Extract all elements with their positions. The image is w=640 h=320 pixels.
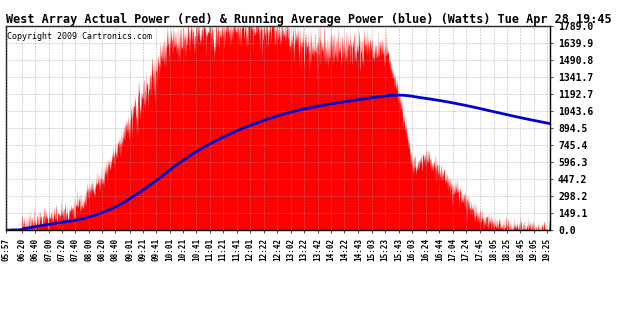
- Text: West Array Actual Power (red) & Running Average Power (blue) (Watts) Tue Apr 28 : West Array Actual Power (red) & Running …: [6, 12, 612, 26]
- Text: Copyright 2009 Cartronics.com: Copyright 2009 Cartronics.com: [8, 32, 152, 41]
